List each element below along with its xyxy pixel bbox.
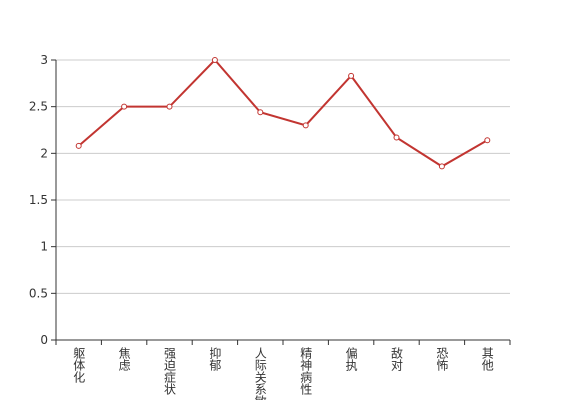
x-tick-label: 其他 [480, 347, 494, 371]
x-tick-label: 强迫症状 [163, 347, 177, 395]
x-tick-label: 焦虑 [117, 347, 131, 371]
x-tick-label: 抑郁 [208, 346, 222, 372]
y-tick-label: 2 [40, 146, 48, 160]
y-tick-label: 0.5 [29, 286, 48, 300]
point [166, 103, 173, 110]
point [393, 134, 400, 141]
point [438, 163, 445, 170]
point [75, 142, 82, 149]
x-tick-label: 恐怖 [435, 347, 449, 371]
point [348, 72, 355, 79]
x-tick-label: 敌对 [390, 346, 404, 371]
line [78, 58, 488, 168]
y-tick-label: 0 [40, 333, 48, 347]
point [121, 103, 128, 110]
y-tick-label: 1.5 [29, 193, 48, 207]
point [484, 137, 491, 144]
point [211, 57, 218, 63]
x-tick-label: 躯体化 [72, 346, 86, 384]
y-tick-label: 2.5 [29, 100, 48, 114]
y-tick-label: 1 [40, 240, 48, 254]
y-tick-label: 3 [40, 53, 48, 67]
point [257, 109, 264, 116]
x-tick-label: 人际关系敏感 [253, 347, 267, 400]
x-tick-label: 偏执 [344, 346, 358, 372]
x-tick-label: 精神病性 [299, 347, 313, 396]
point [302, 122, 309, 129]
